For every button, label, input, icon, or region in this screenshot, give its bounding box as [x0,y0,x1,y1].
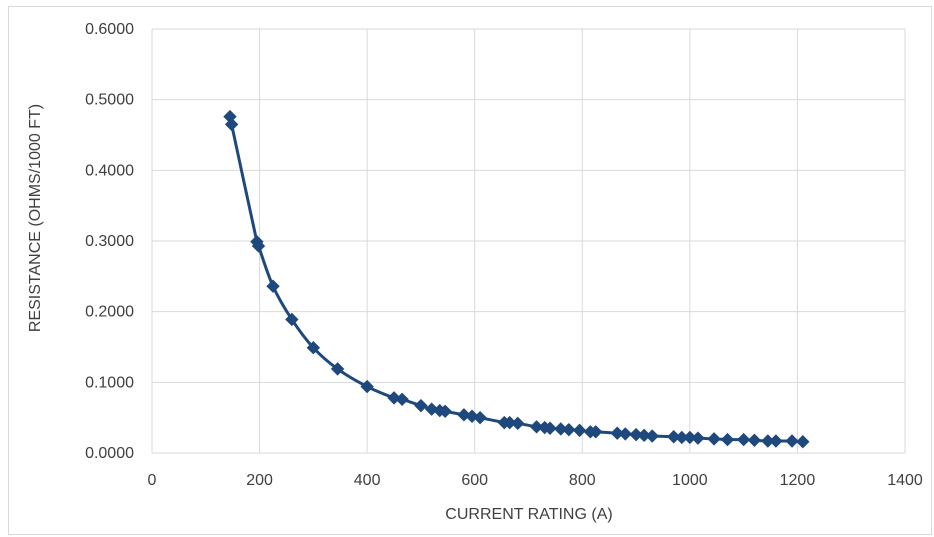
y-axis-ticks: 0.0000 0.1000 0.2000 0.3000 0.4000 0.5000 0.60… [85,21,134,462]
data-point-marker [720,432,735,447]
data-point-marker [511,416,525,431]
y-tick-label: 0.1000 [85,374,134,391]
data-point-marker [224,117,239,132]
series-line [227,111,803,444]
data-point-marker [637,428,651,443]
x-tick-label: 400 [354,472,381,489]
y-tick-label: 0.6000 [85,21,134,38]
x-tick-label: 1200 [780,472,816,489]
data-point-marker [562,422,576,437]
x-tick-label: 1400 [887,472,923,489]
x-axis-ticks: 0 200 400 600 800 1000 1200 1400 [148,472,923,489]
data-point-marker [610,426,624,440]
x-tick-label: 600 [461,472,488,489]
x-tick-label: 0 [148,472,157,489]
x-tick-label: 1000 [672,472,708,489]
data-point-marker [502,415,517,430]
data-point-marker [529,420,544,434]
data-point-marker [266,279,280,293]
y-axis-title: RESISTANCE (OHMS/1000 FT) [27,104,44,332]
data-point-marker [395,392,409,407]
data-point-marker [785,434,799,448]
x-tick-label: 800 [569,472,596,489]
y-tick-label: 0.2000 [85,304,134,321]
data-point-marker [360,379,374,394]
data-point-marker [589,425,603,439]
data-point-marker [473,410,487,425]
data-point-marker [691,431,705,445]
data-point-marker [747,433,762,447]
data-point-marker [683,430,697,445]
data-point-marker [796,434,810,449]
data-point-marker [667,430,681,444]
y-tick-label: 0.0000 [85,445,134,462]
x-tick-label: 200 [246,472,273,489]
data-point-marker [543,421,557,435]
data-point-marker [645,429,659,443]
data-point-marker [438,404,452,419]
series-layer [223,109,810,449]
data-point-marker [618,427,633,441]
gridlines [151,28,906,454]
data-point-marker [572,423,587,438]
data-point-marker [629,427,643,442]
data-point-marker [769,434,783,448]
y-tick-label: 0.3000 [85,233,134,250]
data-point-marker [330,362,345,376]
data-point-marker [554,422,568,436]
data-point-marker [736,432,751,447]
y-tick-label: 0.4000 [85,162,134,179]
data-point-marker [707,432,721,446]
data-point-marker [285,312,299,327]
x-axis-title: CURRENT RATING (A) [445,506,612,523]
chart-area [8,6,932,535]
data-point-marker [306,340,321,355]
data-point-marker [414,398,428,413]
data-point-marker [251,239,266,253]
y-tick-label: 0.5000 [85,92,134,109]
